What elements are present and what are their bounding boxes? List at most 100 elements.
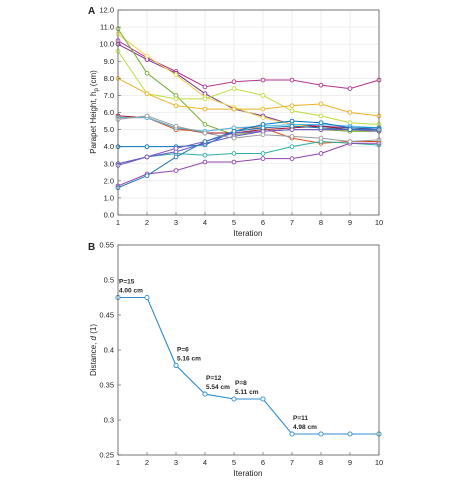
- panel-a-point: [144, 91, 150, 97]
- panel-b-xtick-label: 10: [375, 458, 383, 467]
- panel-b-annotation-value: 5.54 cm: [206, 384, 230, 391]
- panel-a-point: [231, 135, 237, 141]
- panel-a-ticks: 1 2 3 4 5 6 7 8 9 10 0.0 1.0 2.0 3.0 4.0 5.0 6.0 7.0 8.0 9.…: [99, 6, 383, 228]
- panel-b-ytick-label: 0.25: [99, 451, 114, 460]
- panel-a-point: [289, 77, 295, 83]
- panel-a-point: [318, 101, 324, 107]
- panel-b-xtick-label: 2: [145, 458, 149, 467]
- panel-b-annotation-value: 5.16 cm: [177, 355, 201, 362]
- panel-a-point: [202, 130, 208, 136]
- panel-a-point: [202, 96, 208, 102]
- panel-a-ytick-label: 6.0: [104, 108, 114, 117]
- panel-a-xtick-label: 2: [145, 218, 149, 227]
- panel-a-point: [289, 108, 295, 114]
- panel-b-xtick-label: 8: [319, 458, 323, 467]
- panel-a-point: [318, 120, 324, 126]
- panel-a-point: [173, 154, 179, 160]
- panel-a-point: [173, 146, 179, 151]
- panel-a-series: [115, 26, 382, 191]
- panel-a-point: [173, 96, 179, 102]
- panel-b-point: [289, 431, 295, 437]
- panel-b-ytick-label: 0.4: [104, 346, 114, 355]
- panel-b-xtick-label: 5: [232, 458, 236, 467]
- panel-a-series-line: [117, 141, 380, 165]
- panel-b-ytick-label: 0.55: [99, 241, 114, 250]
- panel-a-series-line: [117, 125, 379, 189]
- panel-a-point: [260, 93, 266, 98]
- panel-a-point: [260, 156, 266, 161]
- panel-a-point: [289, 118, 295, 124]
- panel-a-ylabel: Parapet Height, hp (cm): [89, 70, 100, 154]
- panel-a-xlabel: Iteration: [234, 229, 263, 238]
- panel-b-xtick-label: 9: [348, 458, 352, 467]
- panel-a-ytick-label: 4.0: [104, 142, 114, 151]
- panel-a: A 1 2 3 4 5 6 7 8 9 10 0.0 1.0 2.0 3.0 4.0 5.0 6.0 7.0 8.0…: [88, 6, 383, 239]
- panel-a-series-line: [117, 129, 380, 166]
- panel-a-series-line: [117, 28, 379, 136]
- panel-a-point: [318, 151, 324, 156]
- panel-a-point: [202, 84, 208, 90]
- panel-a-point: [231, 151, 237, 156]
- panel-b-point: [231, 396, 237, 402]
- panel-a-ytick-label: 11.0: [100, 23, 114, 32]
- panel-a-point: [289, 103, 295, 109]
- panel-a-point: [318, 82, 324, 88]
- panel-b-annotation-label: P=11: [293, 415, 308, 422]
- panel-a-point: [202, 139, 208, 144]
- panel-b-xlabel: Iteration: [234, 469, 263, 478]
- panel-a-series-line: [117, 77, 380, 117]
- panel-a-xtick-label: 7: [290, 218, 294, 227]
- panel-a-point: [318, 135, 324, 141]
- panel-b-annotation-value: 4.00 cm: [119, 288, 143, 295]
- panel-a-point: [173, 168, 179, 173]
- panel-a-point: [289, 156, 295, 161]
- panel-a-xtick-label: 1: [116, 218, 120, 227]
- panel-b-ylabel-main: Distance,: [89, 340, 98, 376]
- panel-a-ytick-label: 8.0: [104, 74, 114, 83]
- panel-a-point: [231, 128, 237, 134]
- panel-a-point: [260, 115, 266, 120]
- panel-a-point: [260, 125, 266, 131]
- panel-a-point: [173, 72, 179, 78]
- panel-a-ytick-label: 5.0: [104, 125, 114, 134]
- panel-a-point: [289, 144, 295, 150]
- panel-a-ytick-label: 12.0: [99, 6, 114, 15]
- panel-a-xtick-label: 8: [319, 218, 323, 227]
- panel-a-ylabel-sub: p: [94, 88, 100, 92]
- panel-b-xtick-label: 7: [290, 458, 294, 467]
- panel-b-series-line: [118, 296, 379, 435]
- panel-a-point: [231, 86, 237, 91]
- panel-b-series: [115, 294, 382, 437]
- panel-b-ylabel-unit: (1): [89, 324, 98, 336]
- panel-a-ytick-label: 3.0: [104, 159, 114, 168]
- panel-b-ytick-label: 0.45: [99, 311, 114, 320]
- panel-b-point: [173, 362, 179, 368]
- panel-a-point: [318, 125, 324, 131]
- panel-a-point: [202, 106, 208, 112]
- panel-b: B P=15 4.00 cm P=6 5.16 cm P=12 5.54 cm P=8 5.1…: [88, 241, 383, 479]
- panel-a-point: [260, 151, 266, 156]
- panel-a-point: [144, 154, 150, 160]
- panel-a-point: [347, 139, 353, 144]
- panel-a-xtick-label: 3: [174, 218, 178, 227]
- panel-b-ytick-label: 0.3: [104, 416, 114, 425]
- panel-b-annotation-value: 4.98 cm: [293, 424, 317, 431]
- panel-a-point: [202, 159, 208, 165]
- panel-a-point: [144, 53, 150, 59]
- panel-b-annotation-label: P=12: [206, 375, 222, 382]
- panel-a-series-line: [118, 120, 379, 148]
- panel-a-ytick-label: 1.0: [104, 193, 114, 202]
- panel-b-annotation-label: P=15: [119, 279, 135, 286]
- panel-a-ytick-label: 2.0: [104, 176, 114, 185]
- panel-b-ylabel-italic: d: [89, 335, 98, 340]
- panel-b-xtick-label: 3: [174, 458, 178, 467]
- panel-a-point: [144, 144, 150, 150]
- panel-a-point: [231, 79, 237, 85]
- panel-b-ytick-label: 0.35: [99, 381, 114, 390]
- panel-b-point: [347, 431, 353, 437]
- panel-b-xtick-label: 4: [203, 458, 207, 467]
- panel-b-point: [144, 294, 150, 301]
- panel-a-label: A: [88, 6, 95, 17]
- panel-a-ytick-label: 7.0: [104, 91, 114, 100]
- panel-b-annotation-label: P=6: [177, 346, 189, 353]
